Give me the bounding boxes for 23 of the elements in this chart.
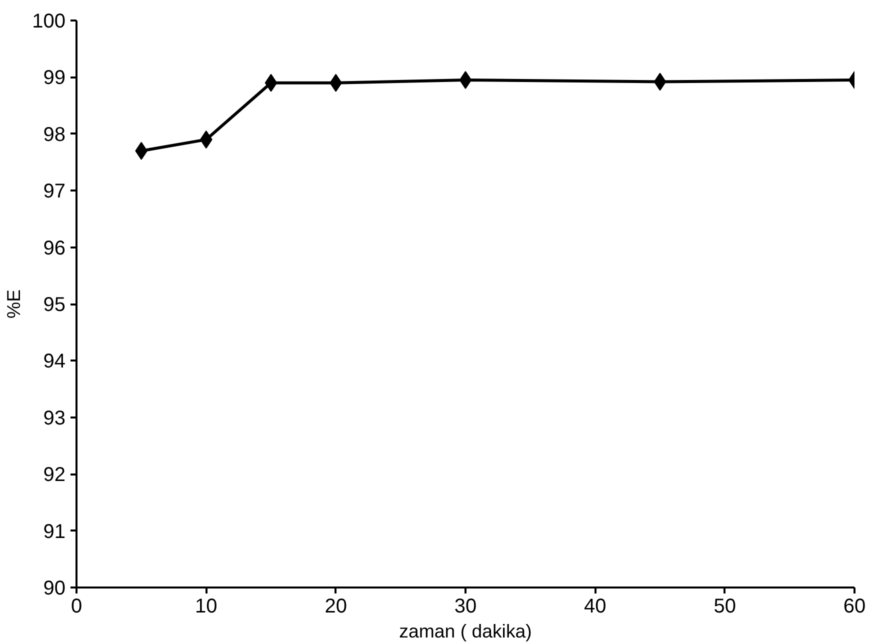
y-tick-label: 91 bbox=[43, 520, 66, 543]
y-tick-label: 98 bbox=[43, 124, 66, 146]
point bbox=[654, 72, 666, 91]
x-tick-label: 0 bbox=[70, 596, 82, 618]
point bbox=[264, 74, 278, 92]
y-tick-label: 100 bbox=[32, 10, 66, 32]
y-tick-label: 94 bbox=[43, 350, 66, 373]
x-tick-label: 60 bbox=[843, 596, 866, 618]
y-axis-title: %E bbox=[3, 289, 24, 319]
y-tick-label: 92 bbox=[43, 464, 66, 486]
y-tick-label: 96 bbox=[43, 237, 66, 260]
x-axis-title: zaman ( dakika) bbox=[399, 620, 532, 642]
x-tick-label: 30 bbox=[454, 596, 477, 618]
x-tick-label: 50 bbox=[714, 596, 736, 618]
y-tick-label: 97 bbox=[43, 180, 66, 203]
x-tick-label: 10 bbox=[195, 596, 218, 618]
x-tick-label: 40 bbox=[584, 596, 606, 618]
y-tick-label: 95 bbox=[43, 294, 66, 316]
y-tick-label: 90 bbox=[43, 578, 66, 600]
point bbox=[459, 71, 472, 90]
x-tick-label: 20 bbox=[324, 596, 347, 618]
y-tick-label: 93 bbox=[43, 407, 66, 430]
y-tick-label: 99 bbox=[43, 67, 66, 90]
